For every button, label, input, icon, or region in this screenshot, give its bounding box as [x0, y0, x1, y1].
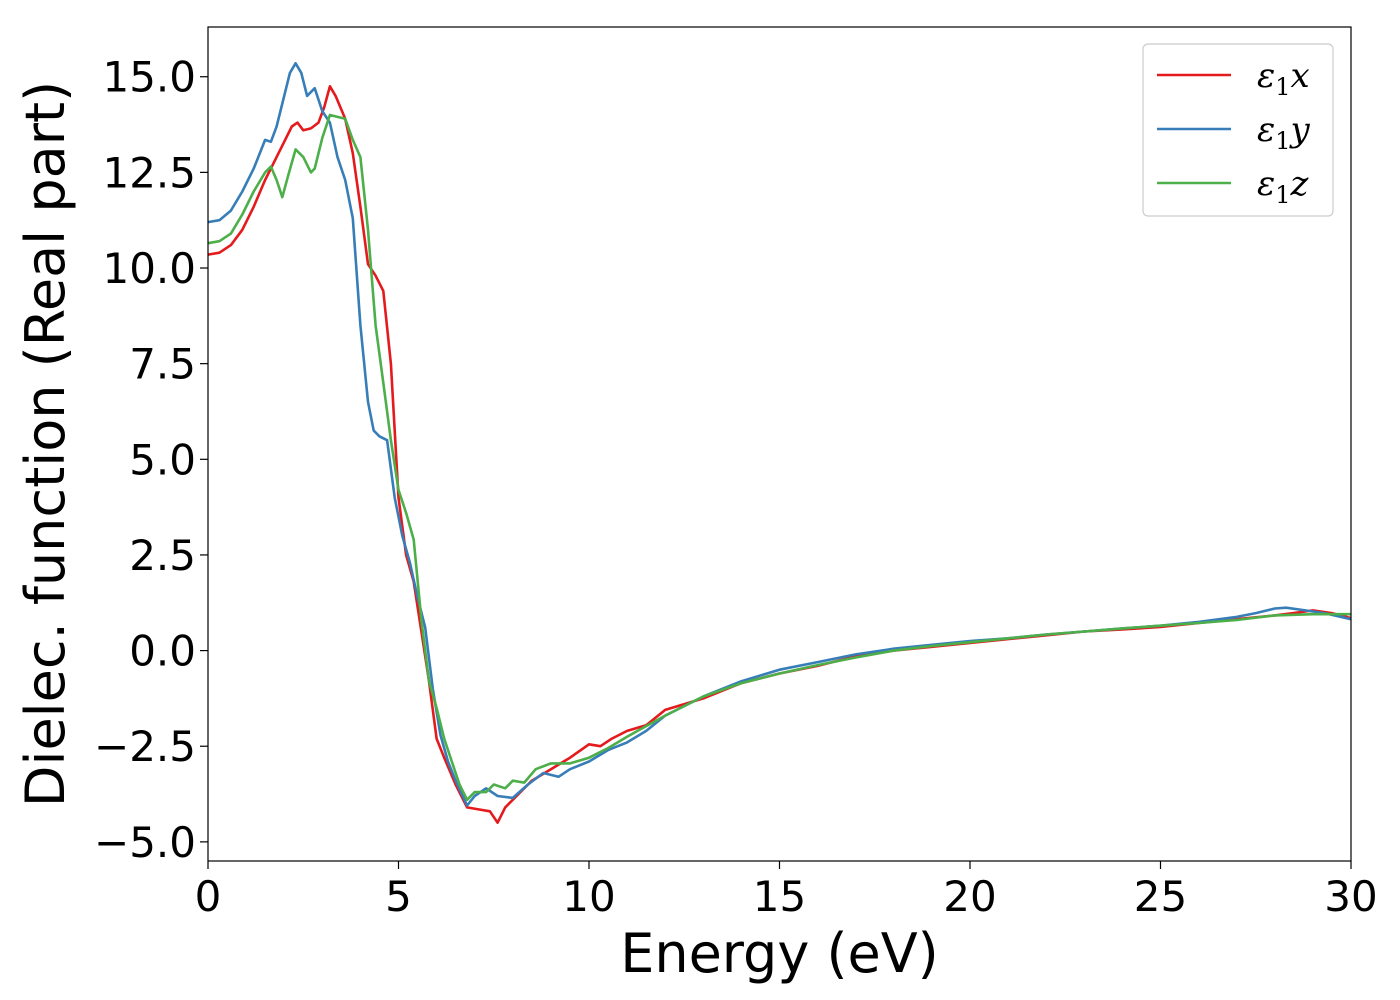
y-axis-title: Dielec. function (Real part): [14, 81, 77, 807]
legend-label: ε1x: [1257, 56, 1310, 101]
series-line-z: [207, 113, 1351, 802]
x-axis-ticks: 0 5 10 15 20 25 30: [195, 861, 1378, 921]
x-axis-title: Energy (eV): [620, 922, 939, 985]
x-tick-label: 0: [195, 872, 222, 921]
legend-label: ε1y: [1257, 110, 1311, 155]
y-tick-label: 7.5: [129, 340, 196, 389]
y-tick-label: 15.0: [102, 53, 196, 102]
x-tick-label: 10: [562, 872, 615, 921]
x-tick-label: 5: [385, 872, 412, 921]
legend-item-z: ε1z: [1157, 164, 1310, 209]
y-tick-label: −2.5: [94, 722, 196, 771]
y-axis-ticks: −5.0 −2.5 0.0 2.5 5.0 7.5 10.0 12.5 15.0: [94, 53, 208, 867]
plot-curves: [207, 62, 1352, 824]
x-tick-label: 30: [1324, 872, 1377, 921]
x-tick-label: 15: [753, 872, 806, 921]
legend-label: ε1z: [1257, 164, 1310, 209]
legend-item-y: ε1y: [1157, 110, 1311, 155]
y-tick-label: 2.5: [129, 531, 196, 580]
legend-box: [1142, 43, 1334, 217]
y-tick-label: 10.0: [102, 244, 196, 293]
y-tick-label: 0.0: [129, 627, 196, 676]
legend: ε1x ε1y ε1z: [1142, 43, 1334, 217]
y-tick-label: 5.0: [129, 435, 196, 484]
y-tick-label: −5.0: [94, 818, 196, 867]
y-tick-label: 12.5: [102, 148, 196, 197]
x-tick-label: 25: [1134, 872, 1187, 921]
x-tick-label: 20: [943, 872, 996, 921]
legend-item-x: ε1x: [1157, 56, 1310, 101]
